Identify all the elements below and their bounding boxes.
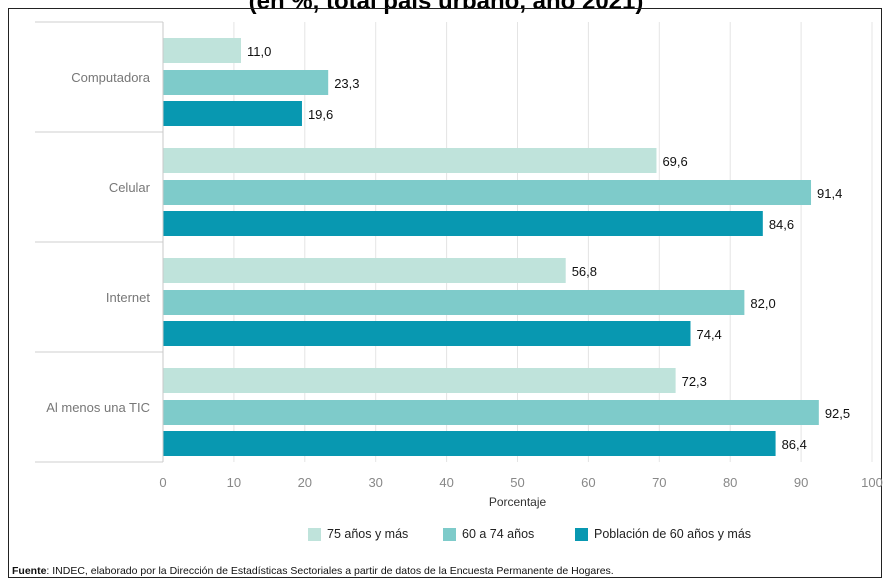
legend: 75 años y más 60 a 74 años Población de … — [0, 527, 892, 543]
bar — [163, 400, 819, 425]
legend-item-75-mas: 75 años y más — [308, 527, 408, 541]
bar — [163, 180, 812, 205]
legend-swatch — [575, 527, 588, 541]
x-tick-label: 40 — [439, 475, 453, 490]
bar — [163, 38, 241, 63]
legend-label: Población de 60 años y más — [594, 527, 752, 541]
x-tick-label: 60 — [581, 475, 595, 490]
legend-label: 60 a 74 años — [462, 527, 535, 541]
data-label: 82,0 — [750, 296, 775, 311]
data-label: 74,4 — [696, 327, 721, 342]
chart-frame — [8, 8, 882, 578]
bar — [163, 321, 691, 346]
data-label: 72,3 — [682, 374, 707, 389]
bar — [163, 258, 566, 283]
x-tick-label: 20 — [298, 475, 312, 490]
x-axis-label: Porcentaje — [489, 495, 547, 509]
data-label: 11,0 — [247, 44, 271, 59]
data-label: 19,6 — [308, 107, 333, 122]
data-label: 23,3 — [334, 76, 359, 91]
x-tick-label: 100 — [861, 475, 883, 490]
legend-swatch — [443, 527, 456, 541]
x-tick-label: 50 — [510, 475, 524, 490]
data-label: 91,4 — [817, 186, 842, 201]
legend-swatch — [308, 527, 321, 541]
data-label: 56,8 — [572, 264, 597, 279]
bar — [163, 101, 302, 126]
category-label: Al menos una TIC — [46, 400, 150, 415]
bar — [163, 431, 776, 456]
x-tick-label: 0 — [159, 475, 166, 490]
data-label: 69,6 — [662, 154, 687, 169]
x-tick-label: 10 — [227, 475, 241, 490]
bar — [163, 211, 763, 236]
x-tick-label: 70 — [652, 475, 666, 490]
category-label: Celular — [109, 180, 151, 195]
category-label: Internet — [106, 290, 150, 305]
source-label: Fuente — [12, 565, 47, 577]
data-label: 84,6 — [769, 217, 794, 232]
x-tick-label: 90 — [794, 475, 808, 490]
bar — [163, 368, 676, 393]
x-tick-label: 30 — [368, 475, 382, 490]
category-label: Computadora — [71, 70, 151, 85]
chart-title: (en %, total país urbano, año 2021) — [248, 0, 644, 15]
bar — [163, 70, 329, 95]
bar — [163, 290, 745, 315]
data-label: 92,5 — [825, 406, 850, 421]
source-note: Fuente: INDEC, elaborado por la Direcció… — [12, 565, 614, 577]
legend-label: 75 años y más — [327, 527, 409, 541]
legend-item-60-mas: Población de 60 años y más — [575, 527, 751, 541]
bar — [163, 148, 657, 173]
data-label: 86,4 — [782, 437, 807, 452]
legend-item-60-74: 60 a 74 años — [443, 527, 534, 541]
source-text: : INDEC, elaborado por la Dirección de E… — [46, 565, 614, 577]
x-tick-label: 80 — [723, 475, 737, 490]
